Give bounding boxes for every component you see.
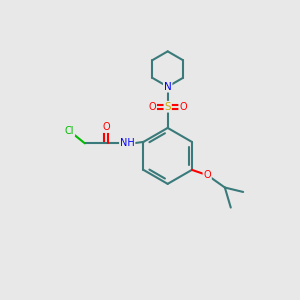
Text: NH: NH <box>120 138 135 148</box>
Text: O: O <box>203 170 211 180</box>
Text: O: O <box>179 102 187 112</box>
Text: N: N <box>164 82 172 92</box>
Text: Cl: Cl <box>65 126 74 136</box>
Text: O: O <box>148 102 156 112</box>
Text: S: S <box>164 102 171 112</box>
Text: O: O <box>102 122 110 132</box>
